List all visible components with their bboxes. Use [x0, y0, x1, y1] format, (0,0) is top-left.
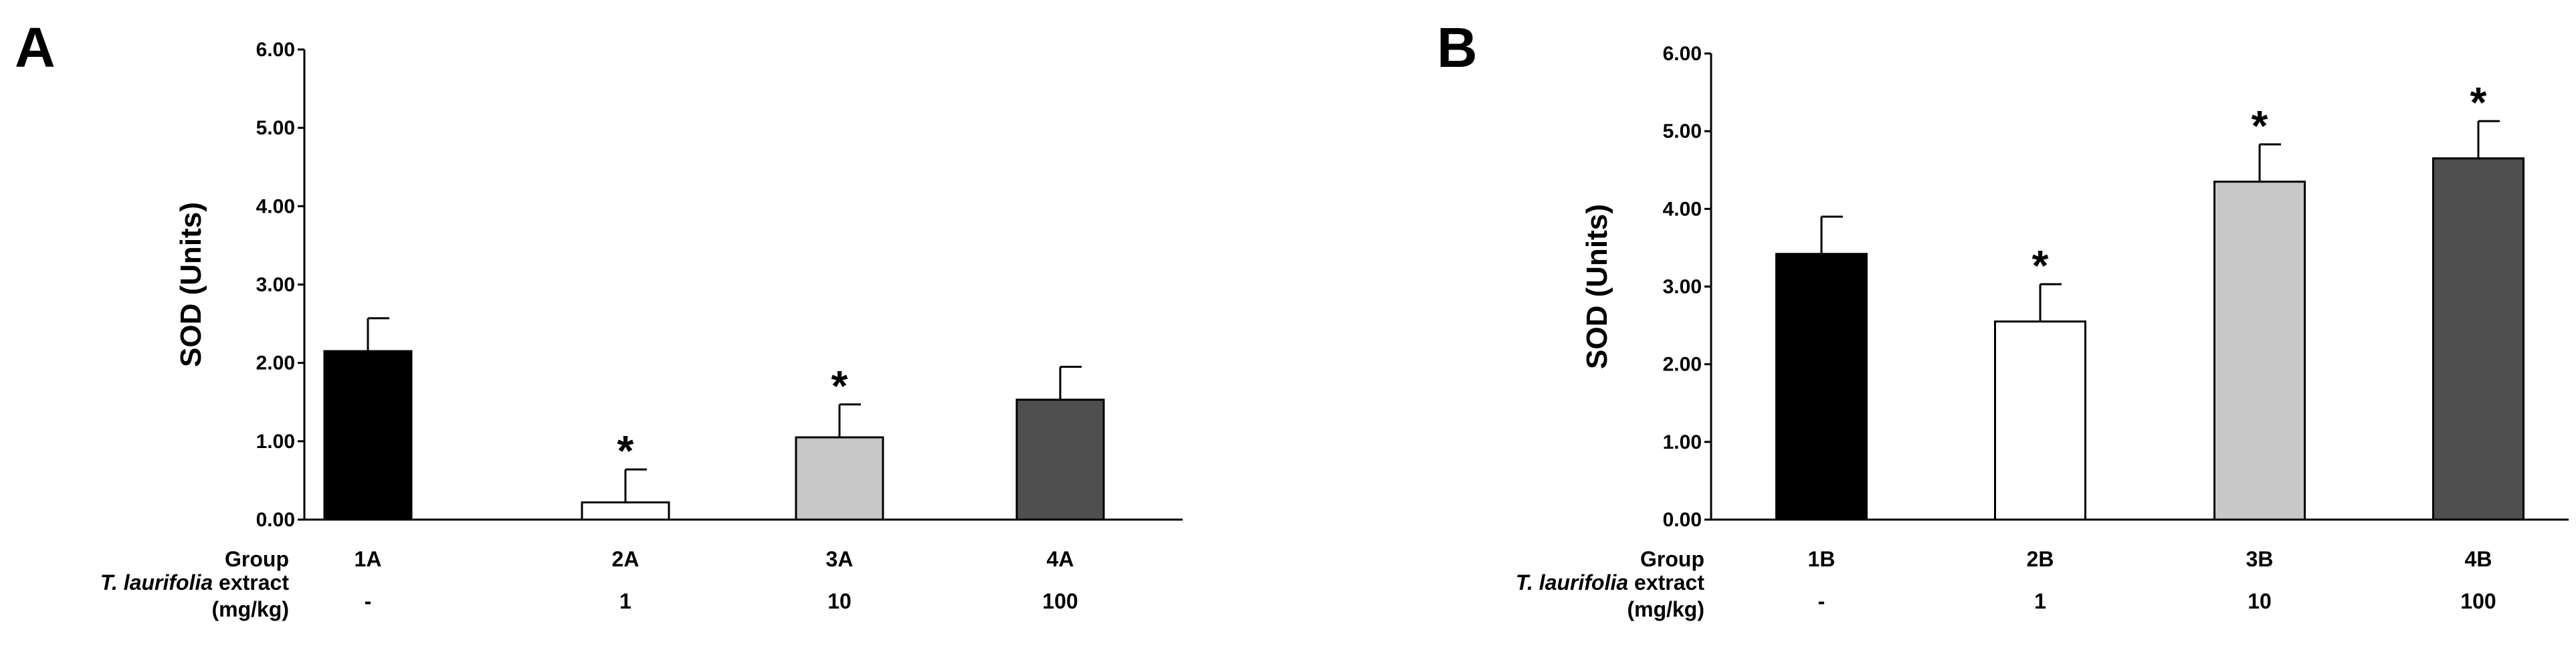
unit-row-label: (mg/kg): [1627, 597, 1704, 621]
extract-row-label: T. laurifolia extract: [1516, 570, 1705, 595]
y-axis-label: SOD (Units): [1581, 204, 1613, 369]
extract-name: T. laurifolia: [100, 570, 213, 595]
bar-1b: [1775, 253, 1868, 521]
category-label: 2B: [2027, 547, 2054, 571]
significance-marker: *: [2032, 241, 2049, 290]
bar-3b: [2213, 181, 2306, 521]
dose-label: 10: [827, 589, 852, 613]
dose-label: 1: [619, 589, 631, 613]
bar-4a: [1015, 399, 1105, 521]
category-label: 3A: [826, 547, 854, 571]
y-tick-label: 6.00: [1663, 43, 1702, 65]
y-tick-label: 1.00: [256, 431, 295, 453]
extract-row-label: T. laurifolia extract: [100, 570, 290, 595]
significance-marker: *: [2252, 102, 2268, 150]
significance-marker: *: [831, 362, 848, 410]
category-label: 1A: [355, 547, 382, 571]
dose-label: -: [1818, 589, 1825, 613]
dose-label: -: [365, 589, 372, 613]
dose-label: 100: [2460, 589, 2496, 613]
significance-marker: *: [617, 427, 634, 475]
category-label: 3B: [2246, 547, 2274, 571]
extract-suffix: extract: [1628, 570, 1704, 595]
y-tick-label: 3.00: [1663, 276, 1702, 298]
bar-3a: [795, 436, 884, 521]
dose-label: 10: [2248, 589, 2272, 613]
chart-panel-a: A 0.00 1.00 2.00 3.00 4.00 5.00 6.00 SOD (Units)…: [15, 16, 1183, 621]
bar-1a: [323, 350, 413, 521]
bar-2a: [581, 501, 670, 521]
y-tick-label: 1.00: [1663, 431, 1702, 453]
y-tick-label: 5.00: [1663, 120, 1702, 142]
y-tick-label: 4.00: [1663, 198, 1702, 220]
y-tick-label: 6.00: [256, 39, 295, 61]
category-label: 4B: [2465, 547, 2492, 571]
significance-marker: *: [2470, 78, 2487, 126]
bar-2b: [1994, 320, 2086, 521]
extract-name: T. laurifolia: [1516, 570, 1628, 595]
y-tick-label: 4.00: [256, 195, 295, 217]
panel-label: B: [1437, 16, 1478, 79]
dose-label: 100: [1042, 589, 1078, 613]
category-label: 2A: [612, 547, 639, 571]
category-label: 4A: [1047, 547, 1074, 571]
category-label: 1B: [1808, 547, 1836, 571]
y-tick-label: 2.00: [256, 352, 295, 374]
group-row-label: Group: [225, 547, 289, 571]
bar-4b: [2432, 157, 2524, 521]
panel-label: A: [15, 16, 56, 79]
chart-panel-b: B 0.00 1.00 2.00 3.00 4.00 5.00 6.00 SOD (Units)…: [1437, 16, 2569, 621]
y-axis-label: SOD (Units): [175, 202, 207, 367]
extract-suffix: extract: [213, 570, 289, 595]
y-tick-label: 2.00: [1663, 354, 1702, 376]
y-tick-label: 0.00: [256, 509, 295, 531]
unit-row-label: (mg/kg): [211, 597, 289, 621]
group-row-label: Group: [1640, 547, 1704, 571]
y-tick-label: 5.00: [256, 117, 295, 139]
dose-label: 1: [2034, 589, 2046, 613]
y-tick-label: 0.00: [1663, 509, 1702, 531]
y-tick-label: 3.00: [256, 274, 295, 296]
